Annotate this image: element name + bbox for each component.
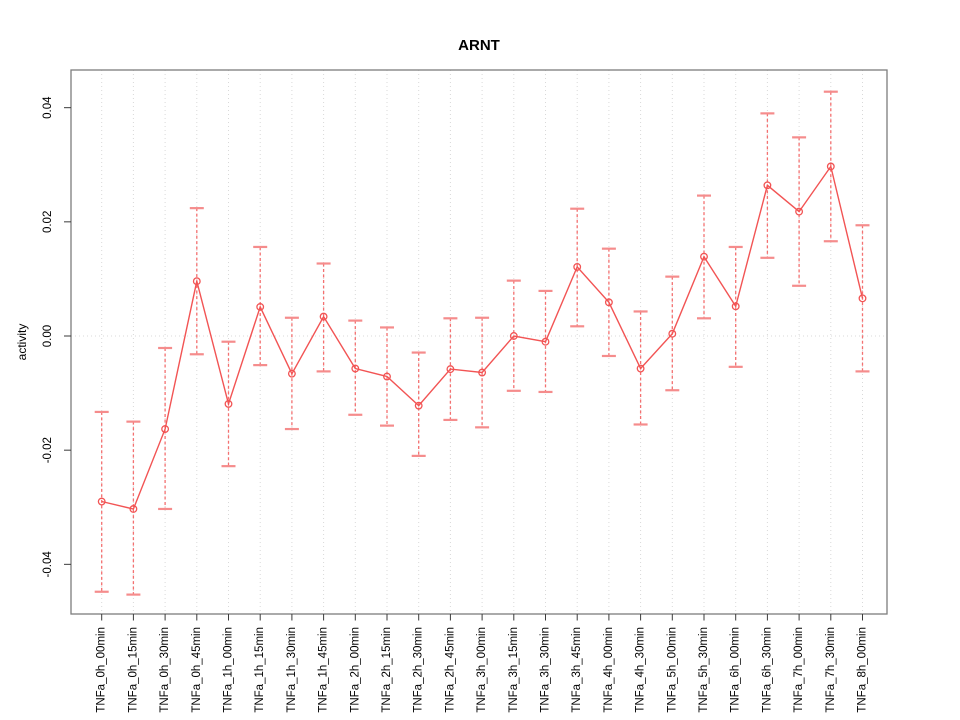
data-point-marker: [858, 294, 867, 303]
data-point-marker: [129, 505, 138, 513]
data-point-marker: [668, 329, 677, 338]
data-point-marker: [700, 252, 708, 261]
x-tick-label: TNFa_1h_45min: [318, 627, 330, 713]
data-point-marker: [826, 162, 835, 171]
data-point-marker: [795, 207, 804, 216]
x-tick-label: TNFa_2h_45min: [444, 627, 456, 713]
error-bars: [94, 90, 870, 596]
data-point-marker: [192, 277, 201, 286]
x-tick-label: TNFa_8h_00min: [857, 627, 869, 713]
data-point-marker: [161, 425, 170, 434]
y-tick-label: -0.02: [42, 437, 54, 463]
x-tick-label: TNFa_5h_30min: [698, 627, 710, 713]
x-tick-label: TNFa_1h_00min: [223, 627, 235, 713]
gridlines: [71, 70, 887, 614]
x-tick-label: TNFa_5h_00min: [666, 627, 678, 713]
x-tick-label: TNFa_2h_30min: [413, 627, 425, 713]
series-line: [101, 164, 864, 510]
x-tick-label: TNFa_2h_00min: [349, 627, 361, 713]
data-points: [97, 162, 867, 513]
x-tick-label: TNFa_7h_30min: [825, 627, 837, 713]
data-point-marker: [319, 312, 328, 321]
x-tick-label: TNFa_3h_00min: [476, 627, 488, 713]
data-point-marker: [573, 262, 582, 271]
data-point-marker: [224, 399, 233, 408]
x-tick-label: TNFa_0h_45min: [191, 627, 203, 713]
plot-border: [70, 69, 888, 615]
y-tick-label: 0.02: [42, 211, 54, 233]
data-point-marker: [541, 337, 550, 346]
data-point-marker: [351, 364, 360, 373]
data-point-marker: [478, 368, 487, 377]
data-point-marker: [446, 365, 455, 374]
chart-title: ARNT: [458, 37, 500, 54]
data-point-marker: [604, 298, 613, 307]
x-tick-label: TNFa_1h_30min: [286, 627, 298, 713]
x-tick-label: TNFa_3h_15min: [508, 627, 520, 713]
x-tick-label: TNFa_6h_30min: [761, 627, 773, 713]
x-tick-label: TNFa_1h_15min: [254, 627, 266, 713]
x-tick-label: TNFa_0h_30min: [159, 627, 171, 713]
y-tick-label: 0.00: [42, 325, 54, 347]
data-point-marker: [414, 401, 423, 410]
x-tick-label: TNFa_7h_00min: [793, 627, 805, 713]
data-point-marker: [97, 497, 106, 506]
data-point-marker: [256, 302, 265, 311]
y-axis-title: activity: [15, 324, 29, 361]
data-point-marker: [509, 332, 518, 340]
x-tick-label: TNFa_0h_00min: [96, 627, 108, 713]
x-tick-label: TNFa_6h_00min: [730, 627, 742, 713]
data-point-marker: [383, 372, 391, 381]
y-tick-label: -0.04: [42, 551, 54, 578]
x-axis: TNFa_0h_00min TNFa_0h_15min TNFa_0h_30min T…: [96, 614, 869, 713]
x-tick-label: TNFa_3h_45min: [571, 627, 583, 713]
y-axis: -0.04 -0.02 0.00 0.02 0.04: [42, 96, 71, 578]
x-tick-label: TNFa_4h_00min: [603, 627, 615, 713]
x-tick-label: TNFa_2h_15min: [381, 627, 393, 713]
data-point-marker: [731, 302, 740, 311]
y-tick-label: 0.04: [42, 96, 54, 119]
data-point-marker: [763, 181, 772, 190]
x-tick-label: TNFa_0h_15min: [127, 627, 139, 713]
data-point-marker: [636, 364, 645, 373]
x-tick-label: TNFa_3h_30min: [540, 627, 552, 713]
x-tick-label: TNFa_4h_30min: [635, 627, 647, 713]
data-point-marker: [287, 369, 296, 378]
